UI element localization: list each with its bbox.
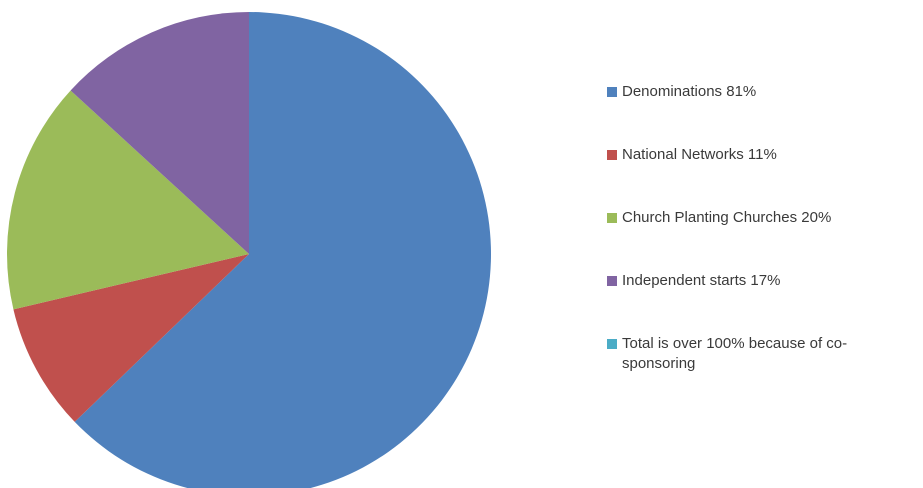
legend-swatch bbox=[607, 276, 617, 286]
chart-legend: Denominations 81% National Networks 11% … bbox=[603, 82, 921, 374]
pie-slice bbox=[13, 254, 249, 422]
legend-label: Total is over 100% because of co-sponsor… bbox=[622, 335, 848, 372]
legend-swatch bbox=[607, 87, 617, 97]
legend-label: Church Planting Churches 20% bbox=[622, 209, 832, 226]
legend-swatch bbox=[607, 339, 617, 349]
legend-label: National Networks 11% bbox=[622, 146, 777, 163]
legend-item-total-note: Total is over 100% because of co-sponsor… bbox=[603, 334, 852, 374]
pie-slice bbox=[74, 12, 491, 488]
legend-item-national-networks: National Networks 11% bbox=[603, 145, 921, 165]
legend-item-church-planting-churches: Church Planting Churches 20% bbox=[603, 208, 921, 228]
legend-item-denominations: Denominations 81% bbox=[603, 82, 921, 102]
legend-label: Independent starts 17% bbox=[622, 272, 781, 289]
legend-item-independent-starts: Independent starts 17% bbox=[603, 271, 921, 291]
legend-label: Denominations 81% bbox=[622, 83, 757, 100]
pie-slice bbox=[7, 90, 249, 310]
pie-slice bbox=[70, 12, 249, 254]
legend-swatch bbox=[607, 150, 617, 160]
legend-swatch bbox=[607, 213, 617, 223]
